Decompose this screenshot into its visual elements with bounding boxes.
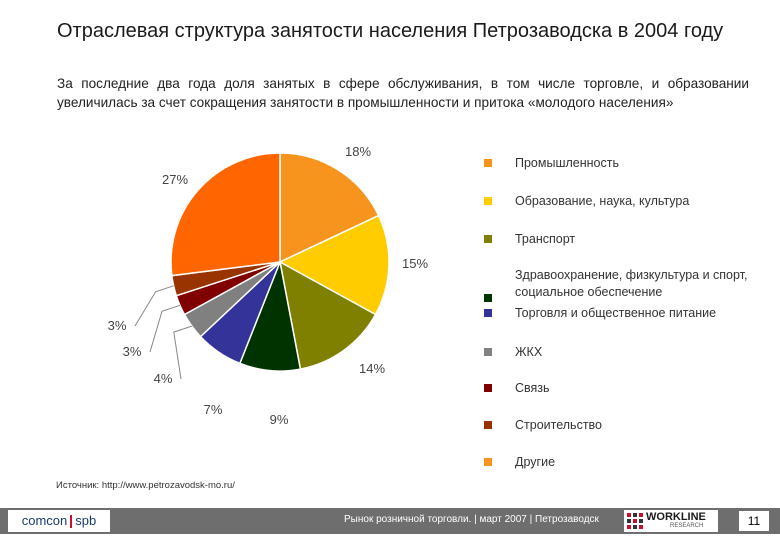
slide-title: Отраслевая структура занятости населения… xyxy=(57,20,724,42)
slice-label: 27% xyxy=(162,172,188,187)
slide-description: За последние два года доля занятых в сфе… xyxy=(57,76,749,110)
workline-subtitle: RESEARCH xyxy=(670,523,704,529)
legend-label: Строительство xyxy=(515,418,602,432)
legend-swatch xyxy=(484,159,492,167)
pie-slices xyxy=(170,152,390,372)
legend-label: Связь xyxy=(515,381,550,395)
legend-label: Здравоохранение, физкультура и спорт, со… xyxy=(515,268,748,299)
slice-label: 9% xyxy=(270,412,289,427)
pie-slice xyxy=(278,260,377,370)
footer-caption: Рынок розничной торговли. | март 2007 | … xyxy=(344,514,599,525)
legend-swatch xyxy=(484,348,492,356)
legend-swatch xyxy=(484,458,492,466)
slice-label: 3% xyxy=(123,344,142,359)
legend-label: Промышленность xyxy=(515,156,619,170)
workline-grid-icon xyxy=(627,513,643,529)
leader-line xyxy=(134,285,174,327)
legend-swatch xyxy=(484,294,492,302)
legend-swatch xyxy=(484,309,492,317)
logo-left-b: spb xyxy=(75,513,97,528)
legend-swatch xyxy=(484,384,492,392)
workline-logo: WORKLINE RESEARCH xyxy=(624,510,718,532)
pie-slice xyxy=(278,214,390,316)
pie-slice xyxy=(170,152,281,277)
legend-label: Другие xyxy=(515,455,556,469)
slice-label: 4% xyxy=(154,371,173,386)
source-note: Источник: http://www.petrozavodsk-mo.ru/ xyxy=(56,480,235,491)
page-number: 11 xyxy=(739,511,769,531)
legend-label: Транспорт xyxy=(515,232,576,246)
leader-lines xyxy=(134,285,192,380)
legend-swatch xyxy=(484,197,492,205)
footer-bar: comcon spb Рынок розничной торговли. | ма… xyxy=(0,508,780,534)
logo-divider xyxy=(70,515,73,529)
slice-label: 7% xyxy=(204,402,223,417)
slice-label: 3% xyxy=(108,318,127,333)
legend-swatch xyxy=(484,235,492,243)
comcon-logo: comcon spb xyxy=(8,510,110,532)
leader-line xyxy=(149,304,181,353)
slice-label: 18% xyxy=(345,144,371,159)
legend-label: Образование, наука, культура xyxy=(515,194,690,208)
slice-label: 15% xyxy=(402,256,428,271)
logo-left-a: comcon xyxy=(21,513,68,528)
pie-slice xyxy=(279,152,380,264)
slice-label: 14% xyxy=(359,361,385,376)
legend-label: ЖКХ xyxy=(515,345,543,359)
legend-swatch xyxy=(484,421,492,429)
pie-labels: 18% 15% 14% 9% 7% 4% 3% 3% 27% xyxy=(108,144,429,427)
workline-wordmark: WORKLINE xyxy=(646,511,706,523)
leader-line xyxy=(173,325,192,380)
legend-label: Торговля и общественное питание xyxy=(515,306,717,320)
